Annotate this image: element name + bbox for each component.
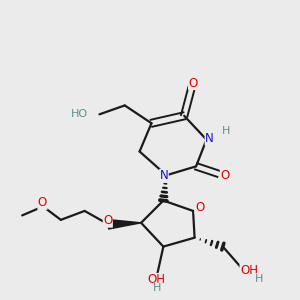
Text: O: O: [188, 76, 198, 90]
Text: O: O: [38, 196, 47, 209]
Text: H: H: [153, 283, 162, 293]
Text: OH: OH: [147, 273, 165, 286]
Text: H: H: [255, 274, 263, 284]
Text: O: O: [103, 214, 112, 227]
Polygon shape: [108, 220, 141, 229]
Text: OH: OH: [240, 265, 258, 278]
Text: O: O: [195, 201, 204, 214]
Text: HO: HO: [70, 109, 88, 119]
Text: N: N: [160, 169, 168, 182]
Text: H: H: [222, 126, 230, 136]
Text: O: O: [220, 169, 230, 182]
Text: N: N: [205, 132, 214, 145]
